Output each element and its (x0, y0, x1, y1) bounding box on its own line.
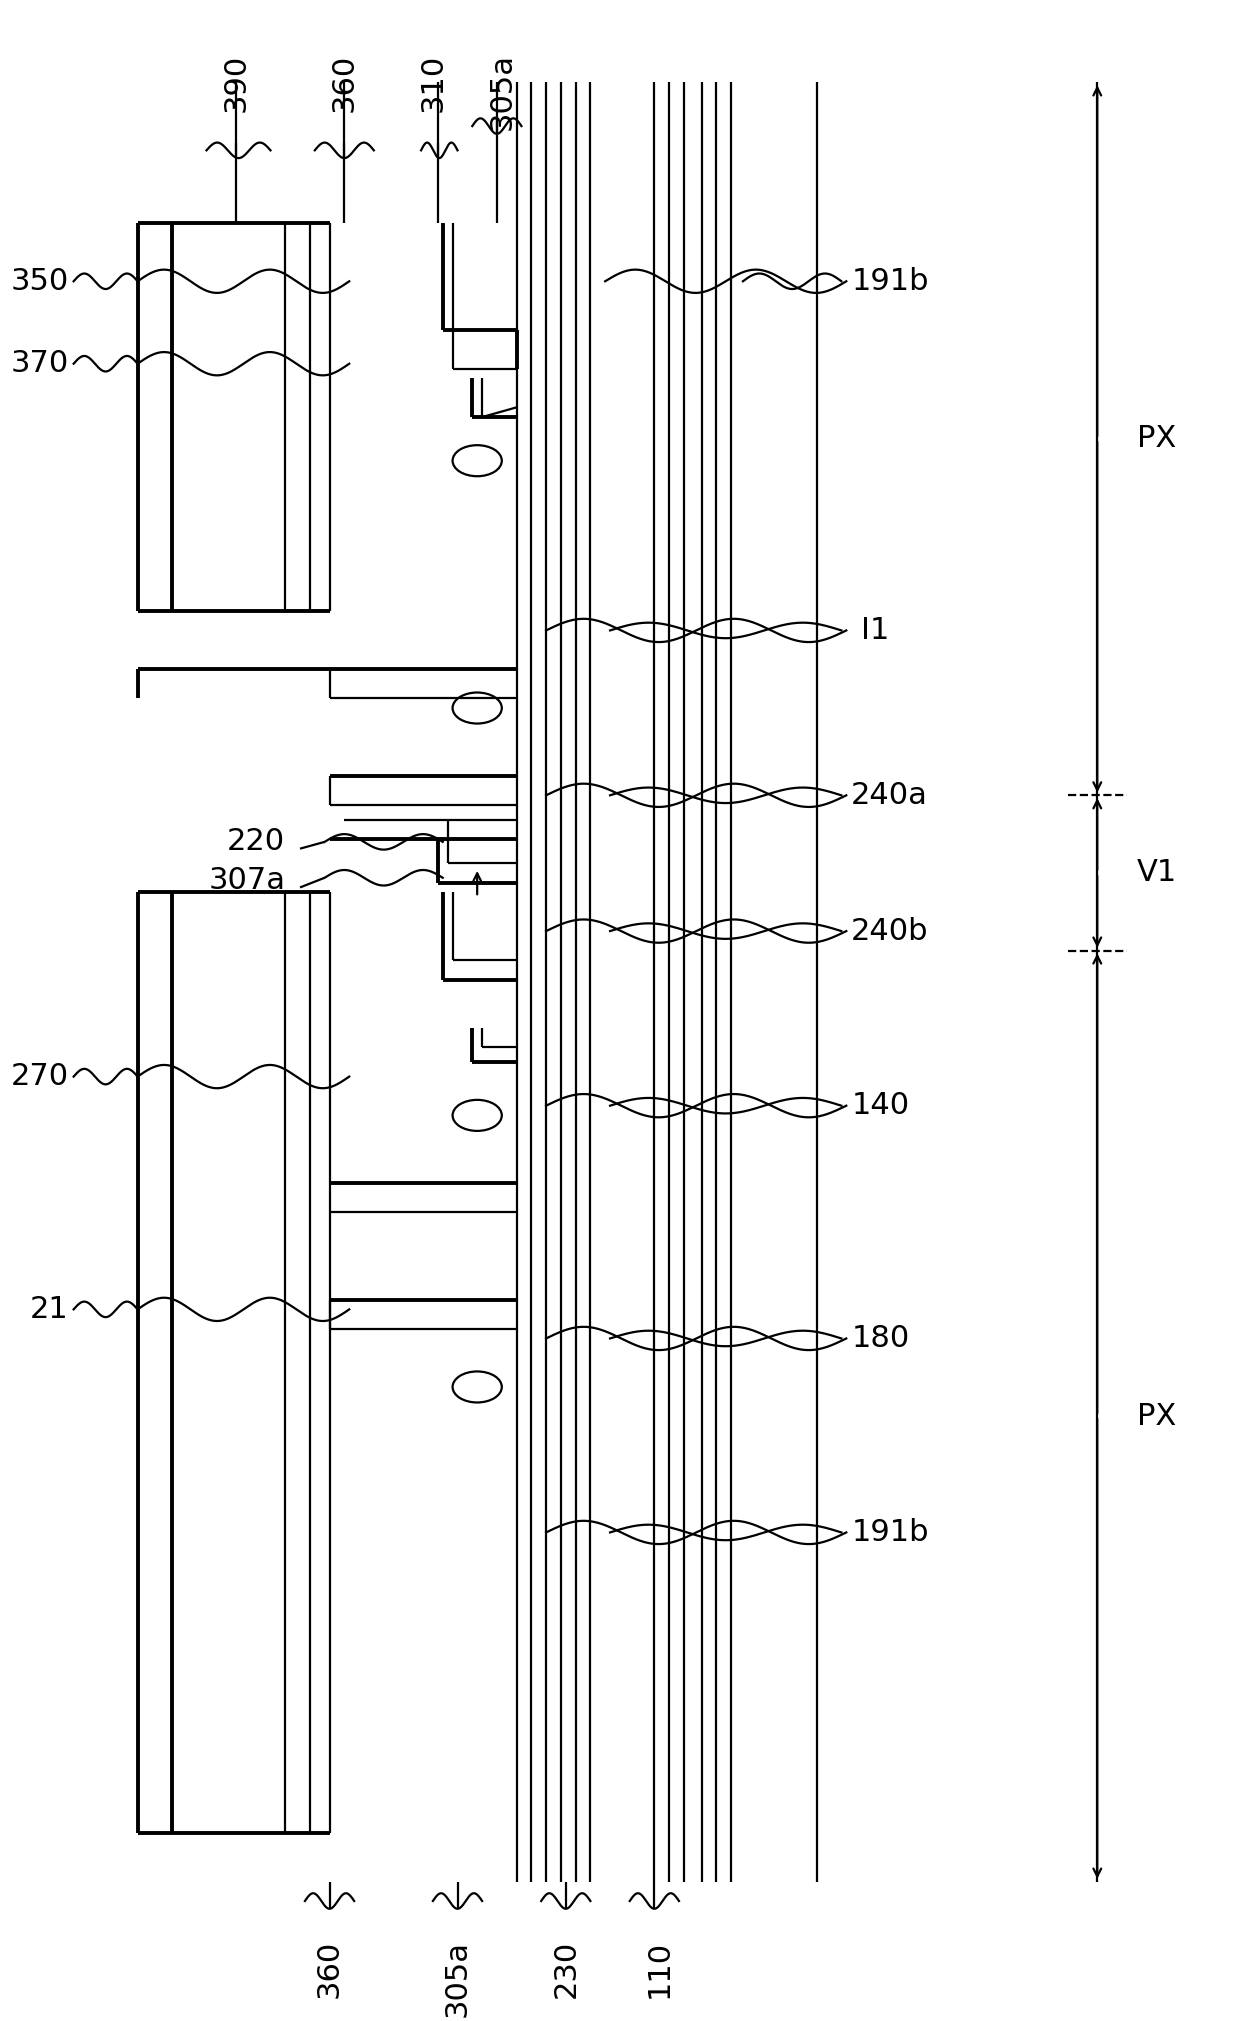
Text: 360: 360 (315, 1940, 343, 1999)
Text: PX: PX (1137, 424, 1176, 453)
Text: 305a: 305a (487, 53, 516, 129)
Text: I1: I1 (861, 616, 889, 645)
Text: 220: 220 (227, 827, 285, 857)
Text: 240b: 240b (851, 918, 929, 946)
Text: 350: 350 (10, 267, 68, 295)
Text: 390: 390 (222, 53, 250, 111)
Text: 240a: 240a (851, 780, 928, 810)
Text: 360: 360 (330, 53, 358, 111)
Text: 370: 370 (10, 350, 68, 378)
Text: 21: 21 (30, 1295, 68, 1324)
Text: 110: 110 (645, 1940, 673, 1999)
Text: 270: 270 (11, 1063, 68, 1091)
Text: 180: 180 (851, 1324, 909, 1352)
Text: V1: V1 (1137, 859, 1177, 887)
Text: PX: PX (1137, 1401, 1176, 1431)
Text: 230: 230 (552, 1940, 580, 1999)
Text: 307a: 307a (208, 867, 285, 895)
Text: 191b: 191b (851, 1518, 929, 1546)
Text: 191b: 191b (851, 267, 929, 295)
Text: 140: 140 (851, 1091, 909, 1120)
Text: 310: 310 (418, 53, 448, 111)
Text: 305a: 305a (443, 1940, 472, 2017)
